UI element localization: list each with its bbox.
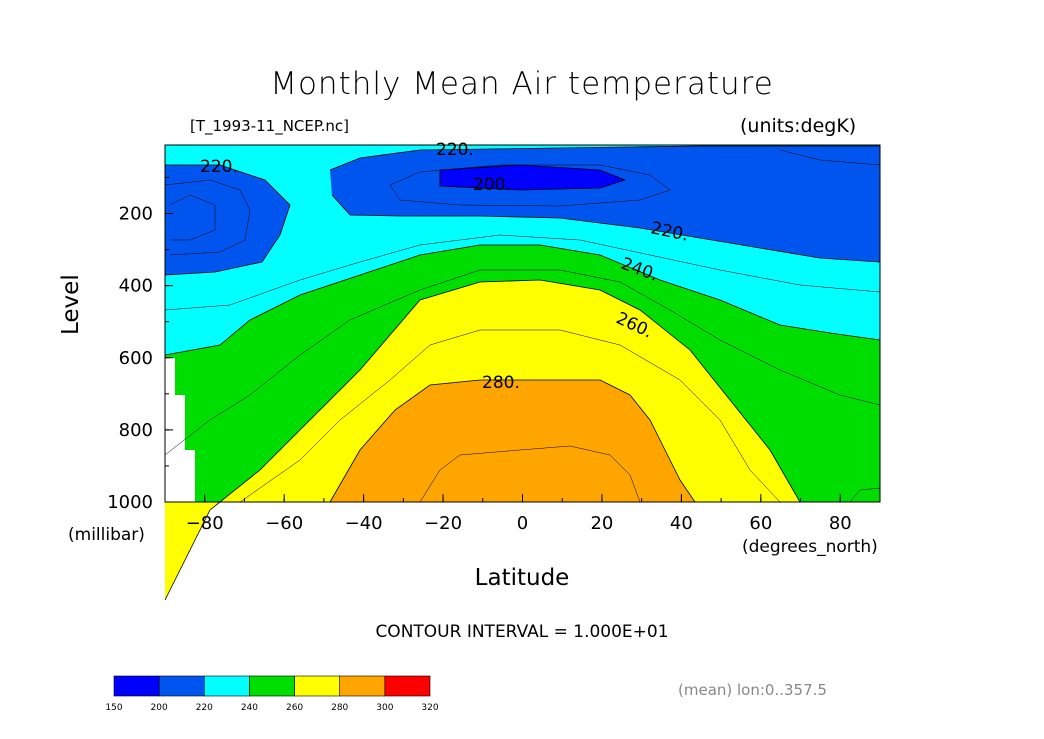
- contour-lines: [164, 145, 881, 601]
- contour-interval-label: CONTOUR INTERVAL = 1.000E+01: [375, 622, 669, 642]
- x-tick-label: −40: [345, 513, 383, 534]
- colorbar-tick-label: 300: [376, 703, 393, 713]
- colorbar-tick-label: 150: [105, 703, 122, 713]
- plot-area: [164, 144, 881, 601]
- colorbar-legend: 150 200 220 240 260 280 300 320: [105, 675, 439, 713]
- contour-label: 200.: [473, 175, 511, 195]
- x-tick-label: −20: [424, 513, 462, 534]
- colorbar-segment: [249, 675, 295, 697]
- y-tick-label: 800: [119, 420, 153, 441]
- contour-minor-lines: [164, 149, 881, 503]
- colorbar-segment: [113, 675, 160, 697]
- colorbar-segment: [203, 675, 250, 697]
- colorbar-tick-label: 200: [151, 703, 168, 713]
- y-axis-unit: (millibar): [68, 525, 145, 545]
- colorbar-segment: [294, 675, 341, 697]
- colorbar-tick-label: 240: [241, 703, 258, 713]
- colorbar-tick-label: 320: [421, 703, 438, 713]
- contour-label: 220.: [436, 140, 474, 160]
- contour-labels: 220.220.200.220.240.260.280.: [200, 140, 690, 393]
- missing-data-region: [165, 358, 195, 502]
- x-tick-label: −60: [265, 513, 303, 534]
- band-200-220-left: [165, 165, 290, 275]
- y-tick-label: 1000: [107, 492, 153, 513]
- y-tick-label: 600: [119, 348, 153, 369]
- y-tick-label: 400: [119, 276, 153, 297]
- contour-label: 220.: [200, 157, 238, 177]
- x-tick-label: 0: [517, 513, 528, 534]
- x-axis: −80 −60 −40 −20 0 20 40 60 80: [164, 494, 881, 534]
- colorbar-segment: [339, 675, 386, 697]
- x-axis-unit: (degrees_north): [742, 537, 878, 557]
- chart-title: Monthly Mean Air temperature: [270, 66, 774, 102]
- source-file-label: [T_1993-11_NCEP.nc]: [190, 117, 349, 135]
- colorbar-tick-label: 260: [286, 703, 303, 713]
- units-label: (units:degK): [740, 115, 857, 137]
- y-axis: 200 400 600 800 1000: [107, 176, 173, 513]
- colorbar-segment: [384, 675, 431, 697]
- x-tick-label: −80: [186, 513, 224, 534]
- contour-label: 280.: [482, 373, 520, 393]
- band-280-300: [330, 380, 695, 502]
- x-tick-label: 80: [829, 513, 852, 534]
- x-tick-label: 20: [590, 513, 613, 534]
- colorbar-tick-label: 280: [331, 703, 348, 713]
- colorbar-tick-label: 220: [196, 703, 213, 713]
- x-axis-label: Latitude: [474, 565, 570, 591]
- colorbar-segment: [158, 675, 205, 697]
- band-below-200: [440, 165, 625, 190]
- footer-note: (mean) lon:0..357.5: [678, 681, 827, 699]
- x-tick-label: 60: [749, 513, 772, 534]
- x-tick-label: 40: [670, 513, 693, 534]
- y-tick-label: 200: [119, 204, 153, 225]
